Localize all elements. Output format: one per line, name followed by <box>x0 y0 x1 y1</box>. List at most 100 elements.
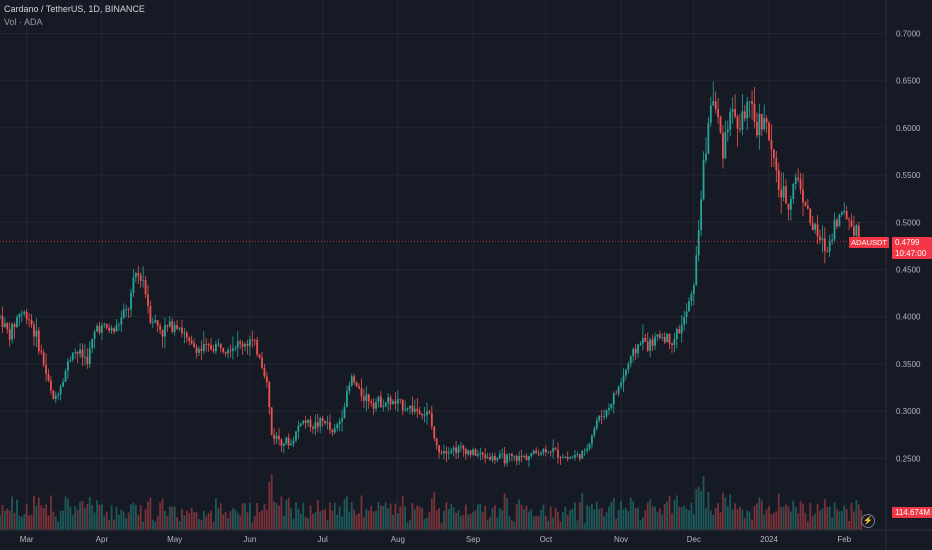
volume-bar <box>445 502 448 530</box>
volume-bar <box>697 486 700 530</box>
candle-body <box>845 210 848 220</box>
volume-bar <box>477 504 479 530</box>
candle-body <box>668 333 671 344</box>
candle-body <box>552 448 555 452</box>
volume-bar <box>30 514 33 530</box>
candle-body <box>603 416 605 418</box>
candle-body <box>227 350 229 354</box>
candle-body <box>658 334 661 339</box>
candle-body <box>608 408 610 411</box>
candle-body <box>683 317 686 325</box>
volume-bar <box>355 514 358 530</box>
y-tick-label: 0.4000 <box>896 313 921 322</box>
candle-body <box>304 420 307 423</box>
candle-body <box>256 339 259 355</box>
volume-bar <box>855 499 858 530</box>
volume-bar <box>236 512 239 530</box>
candle-body <box>714 101 717 110</box>
volume-bar <box>569 510 572 530</box>
volume-bar <box>717 503 719 530</box>
volume-bar <box>433 491 436 530</box>
volume-bar <box>743 517 746 530</box>
candle-body <box>748 101 751 102</box>
candle-body <box>137 273 140 276</box>
candle-body <box>775 158 778 171</box>
volume-bar <box>658 508 661 530</box>
volume-bar <box>544 516 547 530</box>
volume-bar <box>125 518 128 530</box>
x-tick-label: Nov <box>614 535 628 544</box>
volume-bar <box>709 510 712 530</box>
candle-body <box>241 343 244 347</box>
candle-body <box>586 448 588 451</box>
volume-bar <box>826 506 829 530</box>
volume-bar <box>406 522 409 530</box>
candle-body <box>649 339 652 351</box>
candle-body <box>142 279 145 281</box>
volume-bar <box>457 510 460 530</box>
volume-bar <box>382 505 385 530</box>
volume-bar <box>443 510 445 530</box>
x-tick-label: Mar <box>20 535 34 544</box>
candle-body <box>205 344 208 345</box>
x-tick-label: May <box>167 535 182 544</box>
replay-icon[interactable]: ⚡ <box>861 514 875 528</box>
candle-body <box>467 450 470 455</box>
volume-bar <box>321 509 324 530</box>
volume-bar <box>309 505 312 530</box>
candle-body <box>278 435 280 440</box>
volume-bar <box>74 506 77 530</box>
candle-body <box>105 324 108 328</box>
candle-body <box>215 344 217 352</box>
candle-body <box>481 452 484 455</box>
candle-body <box>722 132 724 159</box>
volume-bar <box>418 506 421 530</box>
volume-bar <box>156 516 159 530</box>
candle-body <box>144 279 147 295</box>
candle-body <box>261 357 263 368</box>
candle-body <box>707 122 710 154</box>
candle-body <box>561 457 564 459</box>
candle-body <box>726 129 729 133</box>
candle-body <box>486 456 489 459</box>
volume-bar <box>137 515 140 530</box>
volume-bar <box>377 501 380 530</box>
volume-bar <box>802 503 804 530</box>
volume-bar <box>542 504 545 530</box>
candle-body <box>823 238 826 251</box>
candle-body <box>125 309 128 310</box>
candle-body <box>828 241 831 252</box>
candle-body <box>248 339 251 346</box>
volume-bar <box>224 511 227 530</box>
y-tick-label: 0.5000 <box>896 218 921 227</box>
candle-body <box>816 224 819 237</box>
volume-bar <box>253 516 256 530</box>
candle-body <box>508 454 511 455</box>
volume-bar <box>76 510 79 530</box>
volume-bar <box>469 514 472 530</box>
volume-bar <box>632 501 635 530</box>
candle-body <box>421 413 424 416</box>
candle-body <box>236 341 239 348</box>
volume-bar <box>666 501 669 530</box>
volume-bar <box>430 498 433 530</box>
candle-body <box>319 418 322 427</box>
candle-body <box>843 210 846 213</box>
volume-bar <box>144 509 147 530</box>
volume-bar <box>772 512 775 530</box>
candle-body <box>663 337 666 343</box>
volume-bar <box>239 515 242 530</box>
candle-body <box>549 451 552 453</box>
volume-bar <box>18 515 21 530</box>
volume-bar <box>278 505 280 530</box>
volume-bar <box>814 513 817 530</box>
candle-body <box>792 183 795 200</box>
candle-body <box>758 113 761 136</box>
candle-body <box>566 457 569 459</box>
volume-bar <box>532 516 535 530</box>
volume-bar <box>229 510 232 530</box>
volume-bar <box>763 514 766 530</box>
volume-bar <box>54 516 57 530</box>
candle-body <box>768 122 770 141</box>
